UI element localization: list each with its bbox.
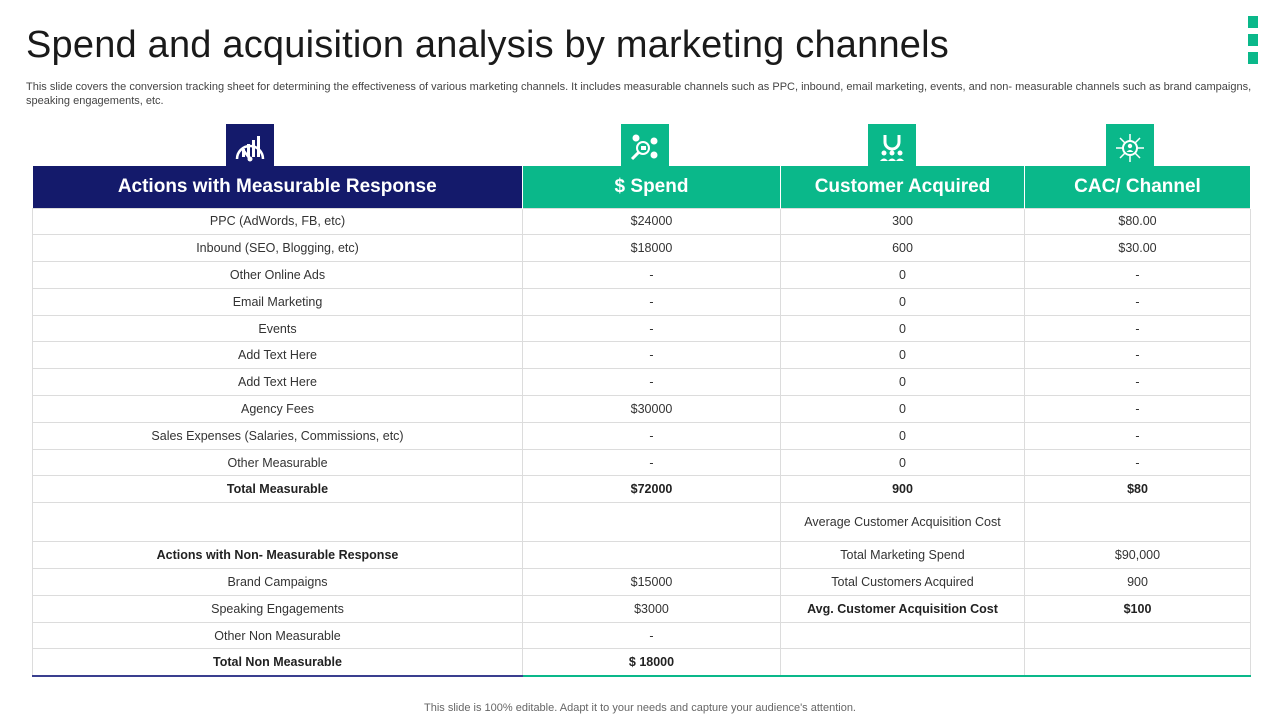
table-row-total-measurable: Total Measurable $72000 900 $80 xyxy=(32,475,1251,504)
table-cell: Events xyxy=(32,314,523,343)
table-cell: - xyxy=(522,341,781,370)
table-cell: Other Non Measurable xyxy=(32,621,523,650)
table-cell: $24000 xyxy=(522,207,781,236)
table-cell xyxy=(1024,648,1251,677)
table-cell: $3000 xyxy=(522,594,781,623)
page-title: Spend and acquisition analysis by market… xyxy=(26,24,949,66)
table-row: Speaking Engagements $3000 Avg. Customer… xyxy=(32,594,1251,623)
table-cell: - xyxy=(1024,261,1251,289)
header-customer-acquired: Customer Acquired xyxy=(780,166,1025,208)
table-row: Other Measurable - 0 - xyxy=(32,448,1251,477)
table-row: Other Online Ads - 0 - xyxy=(32,261,1251,289)
spend-acquisition-table: Actions with Measurable Response $ Spend… xyxy=(32,166,1251,677)
table-cell: $90,000 xyxy=(1024,541,1251,570)
table-cell xyxy=(1024,502,1251,543)
table-cell xyxy=(522,541,781,570)
table-cell: - xyxy=(1024,421,1251,450)
magnet-customers-icon xyxy=(866,122,918,174)
table-cell: - xyxy=(522,621,781,650)
table-cell: Total Measurable xyxy=(32,475,523,504)
table-row: PPC (AdWords, FB, etc) $24000 300 $80.00 xyxy=(32,207,1251,236)
table-cell: Inbound (SEO, Blogging, etc) xyxy=(32,234,523,263)
table-cell: Other Measurable xyxy=(32,448,523,477)
table-cell: $15000 xyxy=(522,568,781,596)
table-cell: $100 xyxy=(1024,594,1251,623)
table-cell: - xyxy=(1024,314,1251,343)
table-row: Email Marketing - 0 - xyxy=(32,287,1251,316)
table-cell: 900 xyxy=(780,475,1025,504)
table-cell: Avg. Customer Acquisition Cost xyxy=(780,594,1025,623)
header-measurable-response: Actions with Measurable Response xyxy=(32,166,523,208)
table-cell xyxy=(32,502,523,543)
table-cell: $ 18000 xyxy=(522,648,781,677)
header-cac-channel: CAC/ Channel xyxy=(1024,166,1251,208)
table-cell: 900 xyxy=(1024,568,1251,596)
table-cell: Total Marketing Spend xyxy=(780,541,1025,570)
header-spend: $ Spend xyxy=(522,166,781,208)
table-cell: - xyxy=(1024,448,1251,477)
table-cell: PPC (AdWords, FB, etc) xyxy=(32,207,523,236)
table-row: Sales Expenses (Salaries, Commissions, e… xyxy=(32,421,1251,450)
table-cell: Total Non Measurable xyxy=(32,648,523,677)
table-cell: Brand Campaigns xyxy=(32,568,523,596)
table-cell xyxy=(780,648,1025,677)
page-subtitle: This slide covers the conversion trackin… xyxy=(26,81,1252,107)
table-cell: - xyxy=(1024,287,1251,316)
table-cell: 0 xyxy=(780,314,1025,343)
table-cell: 600 xyxy=(780,234,1025,263)
table-cell: Other Online Ads xyxy=(32,261,523,289)
table-header-row: Actions with Measurable Response $ Spend… xyxy=(32,166,1251,208)
corner-decoration xyxy=(1248,16,1258,70)
table-cell: Actions with Non- Measurable Response xyxy=(32,541,523,570)
table-cell: Add Text Here xyxy=(32,368,523,397)
table-cell: - xyxy=(522,314,781,343)
table-row-total-non-measurable: Total Non Measurable $ 18000 xyxy=(32,648,1251,677)
table-cell: - xyxy=(522,261,781,289)
table-row: Add Text Here - 0 - xyxy=(32,368,1251,397)
table-row: Other Non Measurable - xyxy=(32,621,1251,650)
table-row: Inbound (SEO, Blogging, etc) $18000 600 … xyxy=(32,234,1251,263)
table-cell: 300 xyxy=(780,207,1025,236)
money-search-icon xyxy=(619,122,671,174)
table-cell: 0 xyxy=(780,421,1025,450)
table-row: Events - 0 - xyxy=(32,314,1251,343)
table-row: Add Text Here - 0 - xyxy=(32,341,1251,370)
table-cell: Average Customer Acquisition Cost xyxy=(780,502,1025,543)
table-cell: - xyxy=(1024,395,1251,423)
analytics-gauge-icon xyxy=(224,122,276,174)
table-cell: 0 xyxy=(780,395,1025,423)
table-cell: Agency Fees xyxy=(32,395,523,423)
table-cell xyxy=(522,502,781,543)
table-cell xyxy=(780,621,1025,650)
table-cell: $30000 xyxy=(522,395,781,423)
table-cell: 0 xyxy=(780,287,1025,316)
table-cell: Email Marketing xyxy=(32,287,523,316)
table-cell: 0 xyxy=(780,341,1025,370)
table-cell: 0 xyxy=(780,448,1025,477)
table-cell: 0 xyxy=(780,261,1025,289)
table-cell xyxy=(1024,621,1251,650)
footer-note: This slide is 100% editable. Adapt it to… xyxy=(424,702,856,714)
table-cell: $18000 xyxy=(522,234,781,263)
table-cell: $30.00 xyxy=(1024,234,1251,263)
table-row: Actions with Non- Measurable Response To… xyxy=(32,541,1251,570)
table-row: Average Customer Acquisition Cost xyxy=(32,502,1251,543)
table-cell: $80 xyxy=(1024,475,1251,504)
table-cell: $80.00 xyxy=(1024,207,1251,236)
table-cell: - xyxy=(522,368,781,397)
table-cell: Add Text Here xyxy=(32,341,523,370)
table-cell: 0 xyxy=(780,368,1025,397)
table-cell: Sales Expenses (Salaries, Commissions, e… xyxy=(32,421,523,450)
table-cell: - xyxy=(522,421,781,450)
table-cell: Total Customers Acquired xyxy=(780,568,1025,596)
table-cell: - xyxy=(1024,341,1251,370)
table-cell: - xyxy=(522,287,781,316)
table-cell: $72000 xyxy=(522,475,781,504)
table-cell: - xyxy=(522,448,781,477)
table-cell: - xyxy=(1024,368,1251,397)
table-row: Brand Campaigns $15000 Total Customers A… xyxy=(32,568,1251,596)
table-cell: Speaking Engagements xyxy=(32,594,523,623)
table-row: Agency Fees $30000 0 - xyxy=(32,395,1251,423)
